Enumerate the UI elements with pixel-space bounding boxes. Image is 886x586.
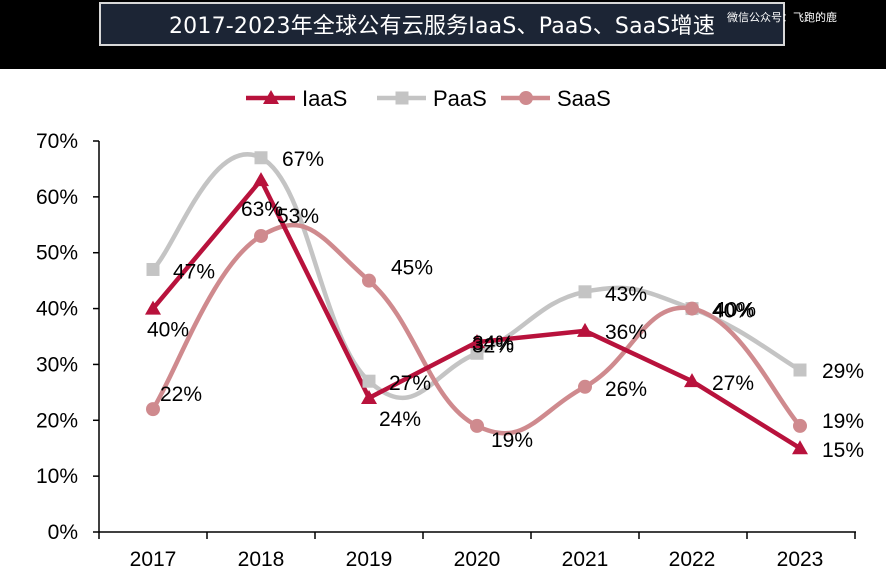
chart-title-box: 2017-2023年全球公有云服务IaaS、PaaS、SaaS增速 [99,2,785,46]
data-point-paas [793,363,807,377]
watermark-text: 微信公众号：飞跑的鹿 [727,11,837,24]
data-label-iaas: 24% [379,408,421,431]
x-tick-label: 2018 [238,548,285,571]
legend-label-paas: PaaS [433,86,487,111]
y-tick-label: 20% [36,409,78,432]
y-tick-label: 30% [36,353,78,376]
data-point-saas [793,418,807,433]
x-tick-label: 2019 [346,548,393,571]
data-label-paas: 32% [472,334,514,357]
data-point-saas [254,228,268,243]
x-tick-label: 2020 [454,548,501,571]
legend-marker-saas [519,91,533,105]
x-tick-label: 2021 [562,548,609,571]
data-point-paas [362,374,376,388]
legend-marker-paas [395,91,409,105]
series-markers [145,151,808,455]
x-tick-label: 2023 [777,548,824,571]
data-label-iaas: 40% [147,319,189,342]
x-tick-label: 2017 [130,548,177,571]
data-point-iaas [469,334,485,349]
data-label-paas: 67% [282,148,324,171]
data-point-paas [470,346,484,360]
data-point-iaas [792,440,808,455]
header-band: 2017-2023年全球公有云服务IaaS、PaaS、SaaS增速 微信公众号：… [0,0,886,69]
data-label-paas: 43% [605,283,647,306]
y-tick-label: 60% [36,186,78,209]
data-point-iaas [577,322,593,337]
data-label-paas: 40% [712,300,754,323]
data-label-iaas: 36% [605,321,647,344]
data-label-iaas: 27% [712,372,754,395]
data-point-paas [578,285,592,299]
data-labels: 47% 67% 27% 32% 43% 40% 29% 22% 53% 45% 19% 26% 40% 1… [147,148,864,462]
data-label-saas: 40% [714,299,756,322]
data-point-saas [362,273,376,288]
data-label-saas: 19% [822,410,864,433]
data-label-saas: 22% [160,383,202,406]
data-point-iaas [684,373,700,388]
data-point-iaas [145,300,161,315]
chart-title: 2017-2023年全球公有云服务IaaS、PaaS、SaaS增速 [168,14,716,39]
data-label-saas: 45% [391,257,433,280]
legend-marker-iaas [263,90,279,104]
y-tick-label: 50% [36,242,78,265]
data-point-saas [470,418,484,433]
x-tick-label: 2022 [669,548,716,571]
y-tick-label: 40% [36,298,78,321]
data-label-iaas: 15% [822,439,864,462]
data-label-paas: 29% [822,360,864,383]
data-point-iaas [361,389,377,404]
data-point-paas [146,262,160,276]
data-point-saas [578,379,592,394]
y-tick-label: 10% [36,465,78,488]
legend-label-saas: SaaS [557,86,611,111]
legend: IaaS PaaS SaaS [246,86,611,111]
data-label-paas: 47% [173,260,215,283]
data-point-iaas [253,172,269,187]
y-tick-label: 70% [36,130,78,153]
axes: 0% 10% 20% 30% 40% 50% 60% 70% 2017 2018 2019 2020 2… [36,130,856,571]
data-point-saas [685,301,699,316]
data-label-saas: 19% [491,429,533,452]
data-label-iaas: 63% [241,198,283,221]
data-label-iaas: 34% [472,332,514,355]
y-tick-label: 0% [48,521,78,544]
data-label-saas: 26% [605,378,647,401]
data-point-saas [146,402,160,417]
data-point-paas [254,151,268,165]
data-label-saas: 53% [277,205,319,228]
data-label-paas: 27% [389,372,431,395]
series-line-saas [150,223,803,436]
legend-label-iaas: IaaS [302,86,347,111]
